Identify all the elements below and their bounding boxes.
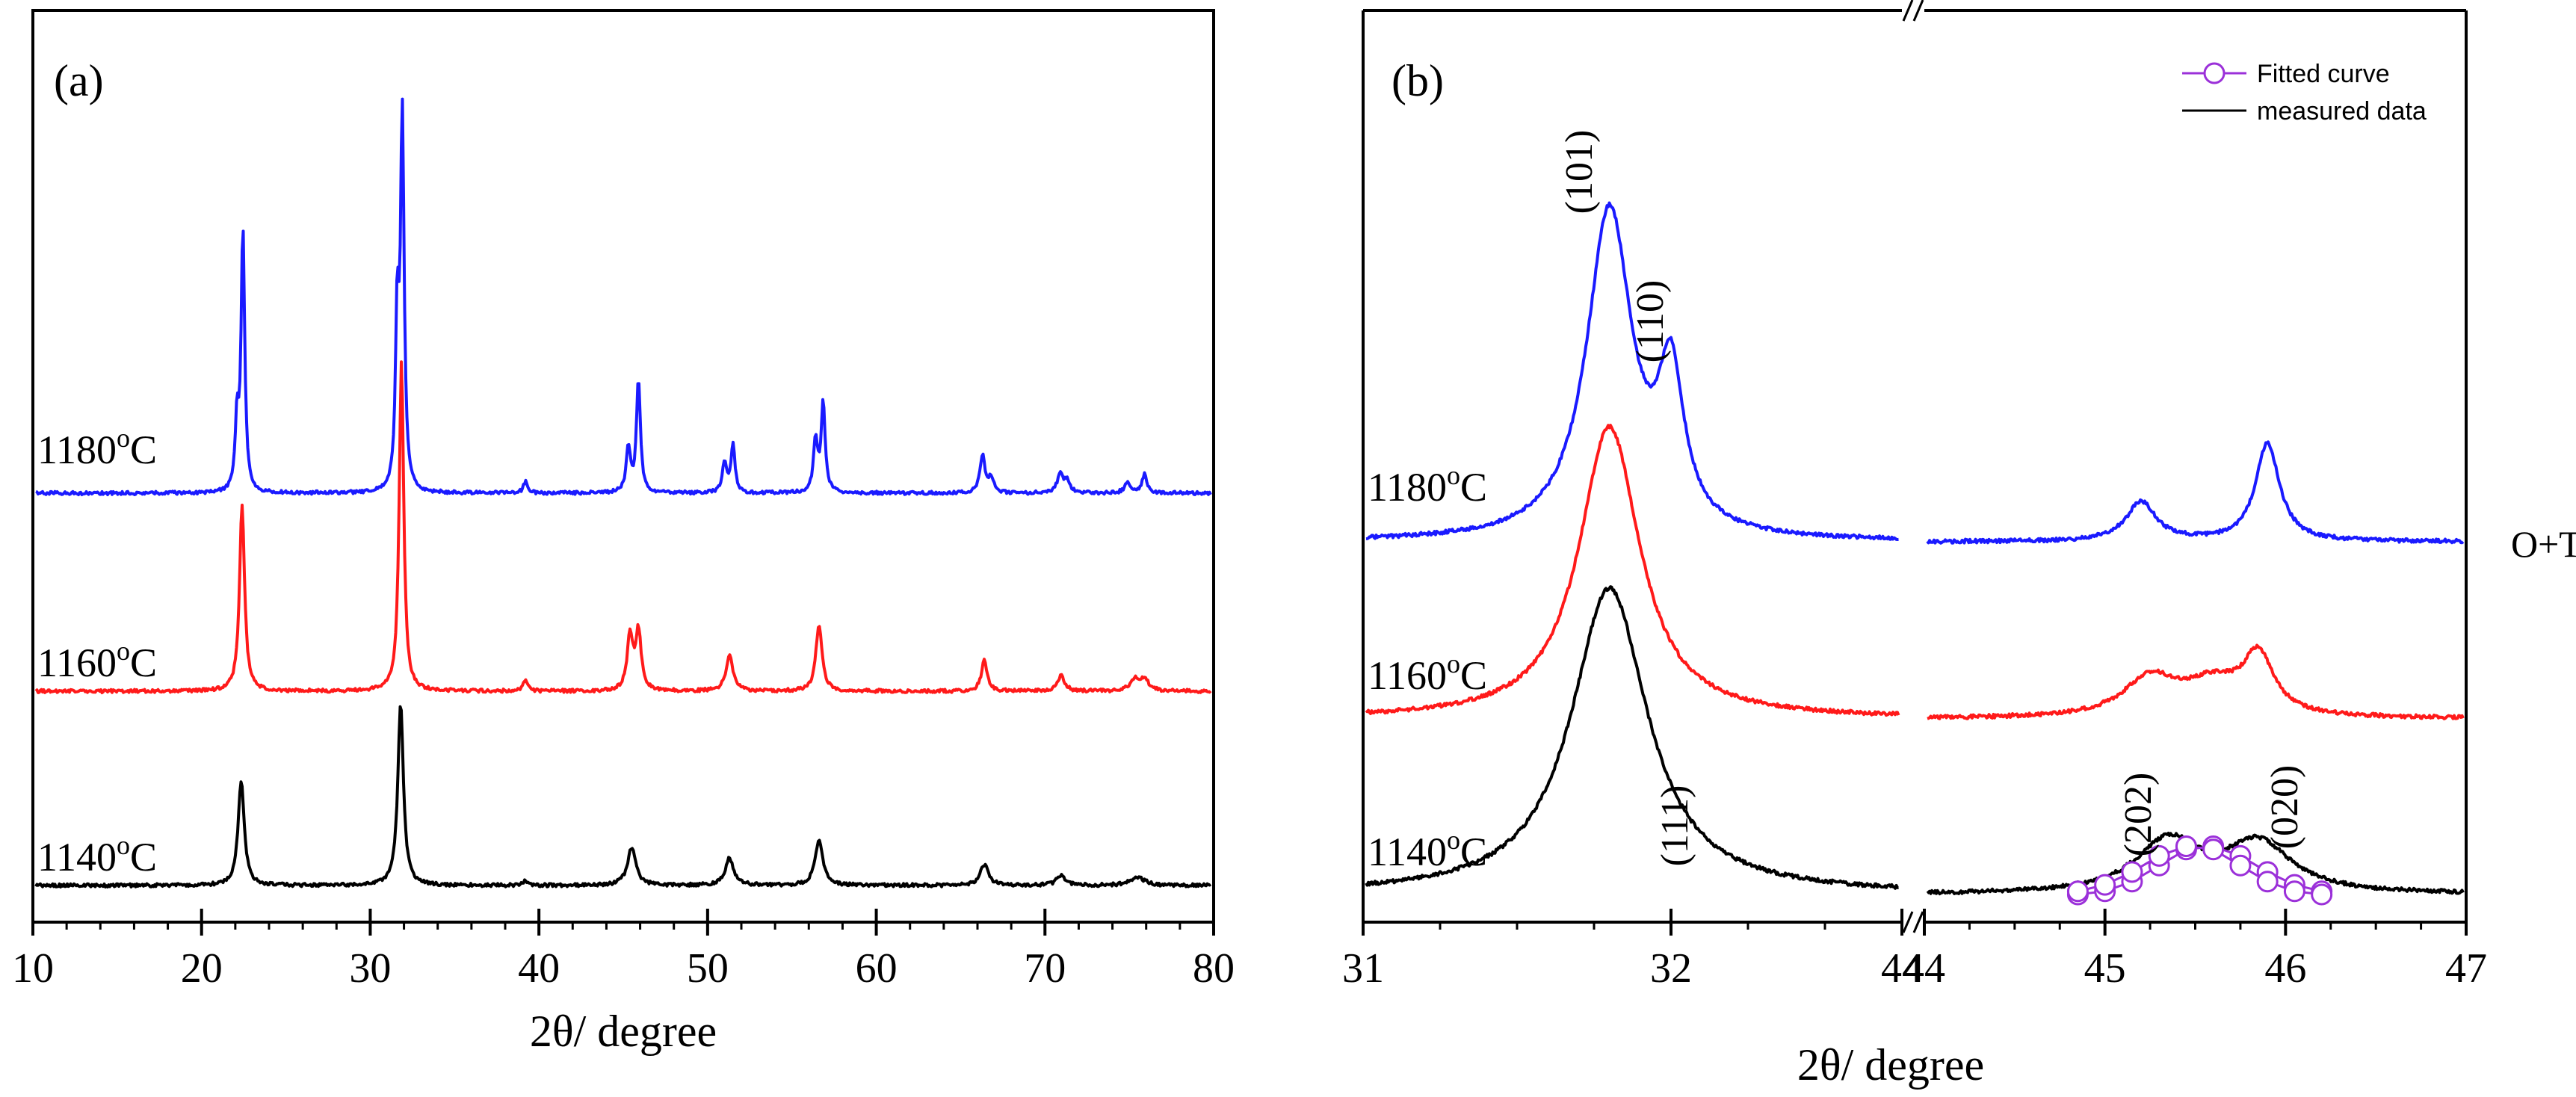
x-tick-label-a: 20 bbox=[181, 945, 223, 992]
x-tick-label-b: 45 bbox=[2084, 945, 2126, 992]
x-tick-label-b: 32 bbox=[1650, 945, 1692, 992]
legend-measured-label: measured data bbox=[2257, 97, 2427, 126]
panel-a-label: (a) bbox=[54, 56, 104, 105]
panel-b-hkl-labels: (101) (110) (111) (202) (020) bbox=[1558, 130, 2306, 867]
fitted-curve-point bbox=[2066, 880, 2089, 903]
panel-a-ticks: 10 20 30 40 50 60 70 80 bbox=[12, 909, 1235, 992]
panel-b-legend: Fitted curve measured data bbox=[2182, 60, 2427, 126]
x-tick-label-b: 46 bbox=[2264, 945, 2306, 992]
sample-label-b-1160: 1160oC bbox=[1368, 649, 1487, 698]
fitted-curve-point bbox=[2283, 880, 2305, 903]
sample-label-a-1160: 1160oC bbox=[37, 636, 157, 685]
series-line-b-right-1180 bbox=[1926, 440, 2465, 545]
sample-label-a-1180: 1180oC bbox=[37, 423, 157, 472]
hkl-label: (202) bbox=[2117, 773, 2160, 857]
axis-break-mark bbox=[1912, 911, 1924, 933]
x-tick-label-b: 31 bbox=[1342, 945, 1384, 992]
x-tick-label-a: 60 bbox=[856, 945, 898, 992]
x-tick-label-a: 30 bbox=[349, 945, 391, 992]
hkl-label: (101) bbox=[1558, 130, 1601, 214]
axis-break-mark bbox=[1912, 0, 1924, 22]
fitted-curve-point bbox=[2121, 861, 2143, 883]
x-tick-label-a: 10 bbox=[12, 945, 54, 992]
sample-label-b-1140: 1140oC bbox=[1368, 825, 1487, 874]
panel-b-sample-labels: 1180oC 1160oC 1140oC bbox=[1368, 460, 1487, 874]
legend-fitted-marker bbox=[2203, 62, 2226, 84]
hkl-label: (110) bbox=[1629, 280, 1672, 363]
axis-break-mark bbox=[1902, 911, 1914, 933]
panel-a-frame bbox=[31, 9, 1215, 924]
fitted-curve-point bbox=[2311, 883, 2333, 906]
x-tick-label-a: 70 bbox=[1024, 945, 1066, 992]
sample-label-b-1180: 1180oC bbox=[1368, 460, 1487, 510]
series-line-a-1160 bbox=[34, 360, 1212, 694]
fitted-curve-point bbox=[2202, 838, 2225, 861]
x-tick-label-a: 40 bbox=[518, 945, 560, 992]
fitted-curve-line-2 bbox=[2078, 844, 2322, 896]
series-line-b-left-1140 bbox=[1365, 585, 1899, 890]
series-line-b-left-1180 bbox=[1365, 201, 1899, 541]
series-line-b-left-1160 bbox=[1365, 424, 1900, 717]
fitted-curve-point bbox=[2148, 844, 2170, 867]
x-tick-label-b: 44 bbox=[1903, 945, 1945, 992]
sample-label-a-1140: 1140oC bbox=[37, 830, 157, 880]
x-tick-label-a: 80 bbox=[1193, 945, 1235, 992]
series-line-a-1180 bbox=[35, 97, 1212, 496]
series-line-b-right-1160 bbox=[1927, 643, 2465, 720]
panel-a-x-axis-title: 2θ/ degree bbox=[530, 1007, 717, 1056]
panel-b-x-axis-title: 2θ/ degree bbox=[1797, 1040, 1984, 1090]
panel-b-fitted-curve bbox=[2066, 835, 2333, 906]
fitted-curve-point bbox=[2094, 874, 2116, 896]
series-line-a-1140 bbox=[34, 705, 1212, 889]
phase-label: O+T bbox=[2511, 523, 2576, 565]
panel-a-series bbox=[34, 97, 1212, 889]
panel-a: (a) 10 20 30 40 50 60 70 80 1180oC1160oC1140oC … bbox=[12, 9, 1235, 1056]
panel-b-label: (b) bbox=[1392, 56, 1444, 105]
legend-fitted-label: Fitted curve bbox=[2257, 60, 2390, 88]
axis-break-mark bbox=[1902, 0, 1914, 22]
fitted-curve-point bbox=[2256, 871, 2279, 893]
fitted-curve-point bbox=[2175, 835, 2197, 857]
x-tick-label-a: 50 bbox=[687, 945, 729, 992]
fitted-curve-point bbox=[2229, 854, 2252, 877]
x-tick-label-b: 44 bbox=[1881, 945, 1923, 992]
hkl-label: (111) bbox=[1654, 785, 1696, 867]
x-tick-label-b: 47 bbox=[2445, 945, 2487, 992]
hkl-label: (020) bbox=[2264, 765, 2306, 850]
panel-a-sample-labels: 1180oC 1160oC 1140oC bbox=[37, 423, 157, 880]
